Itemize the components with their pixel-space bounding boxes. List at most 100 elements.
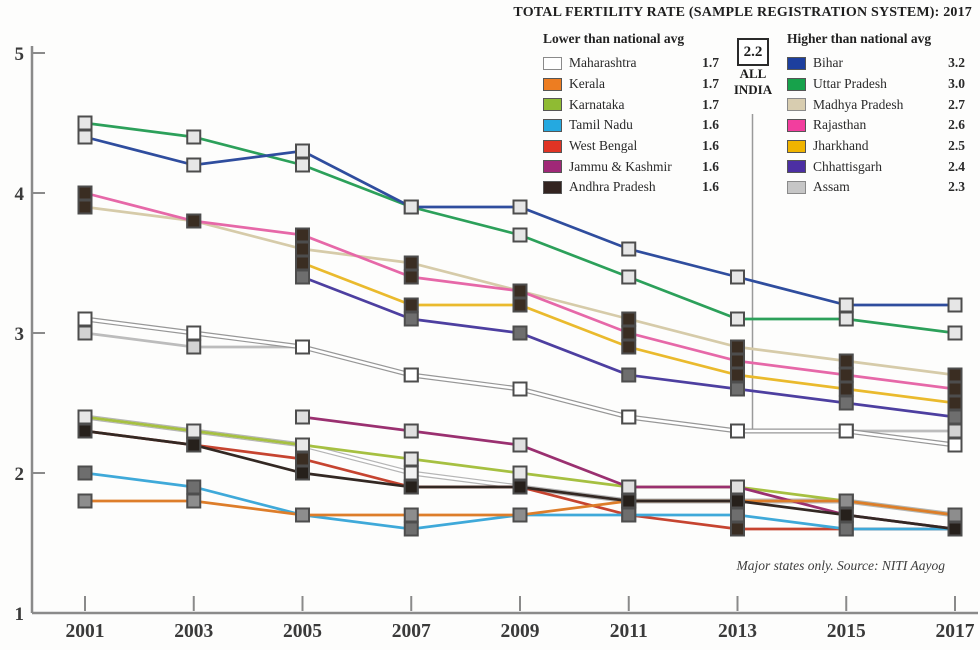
data-marker-uttar-pradesh: [512, 227, 528, 243]
legend-swatch: [543, 77, 562, 91]
data-marker-jharkhand: [512, 297, 528, 313]
data-marker-bihar: [838, 297, 854, 313]
x-tick-label: 2007: [392, 621, 431, 642]
data-marker-andhra-pradesh: [295, 465, 310, 481]
legend-item-andhra-pradesh: Andhra Pradesh 1.6: [543, 177, 719, 198]
legend-state-name: Rajasthan: [813, 117, 867, 133]
data-marker-andhra-pradesh: [403, 479, 419, 495]
legend-state-value: 1.7: [702, 96, 719, 112]
legend-state-name: Madhya Pradesh: [813, 96, 904, 112]
legend-item-chhattisgarh: Chhattisgarh 2.4: [787, 156, 965, 177]
legend-swatch: [543, 98, 562, 112]
data-marker-bihar: [403, 199, 419, 215]
data-marker-all-india: [512, 381, 528, 397]
y-tick-label: 1: [15, 604, 25, 625]
data-marker-karnataka: [186, 423, 202, 439]
legend-item-rajasthan: Rajasthan 2.6: [787, 115, 965, 136]
data-marker-jharkhand: [947, 395, 963, 411]
data-marker-maharashtra: [403, 465, 419, 481]
data-marker-all-india: [295, 339, 310, 355]
data-marker-bihar: [730, 269, 745, 285]
legend-item-jharkhand: Jharkhand 2.5: [787, 136, 965, 157]
data-marker-bihar: [621, 241, 637, 257]
x-tick-label: 2009: [501, 621, 540, 642]
legend-state-value: 1.7: [702, 55, 719, 71]
data-marker-tamil-nadu: [730, 507, 745, 523]
legend-state-name: Bihar: [813, 55, 843, 71]
legend-lower-items: Maharashtra 1.7 Kerala 1.7 Karnataka 1.7 Tamil…: [543, 53, 719, 198]
legend-state-value: 1.6: [702, 179, 719, 195]
data-marker-madhya-pradesh: [730, 339, 745, 355]
data-marker-jammu-kashmir: [403, 423, 419, 439]
data-marker-all-india: [621, 409, 637, 425]
data-marker-rajasthan: [838, 367, 854, 383]
x-tick-label: 2011: [610, 621, 648, 642]
x-tick-label: 2003: [174, 621, 213, 642]
data-marker-assam: [77, 325, 93, 341]
data-marker-rajasthan: [512, 283, 528, 299]
data-marker-all-india: [186, 325, 202, 341]
legend-swatch: [787, 98, 806, 112]
data-marker-kerala: [838, 493, 854, 509]
legend-swatch: [543, 139, 562, 153]
data-marker-chhattisgarh: [512, 325, 528, 341]
data-marker-andhra-pradesh: [186, 437, 202, 453]
data-marker-rajasthan: [186, 213, 202, 229]
legend-item-uttar-pradesh: Uttar Pradesh 3.0: [787, 74, 965, 95]
source-note: Major states only. Source: NITI Aayog: [736, 558, 945, 573]
data-marker-rajasthan: [947, 381, 963, 397]
legend-state-value: 2.7: [948, 96, 965, 112]
data-marker-andhra-pradesh: [838, 507, 854, 523]
data-marker-jammu-kashmir: [295, 409, 310, 425]
legend-swatch: [543, 56, 562, 70]
data-marker-assam: [186, 339, 202, 355]
y-tick-label: 5: [15, 44, 25, 65]
data-marker-uttar-pradesh: [295, 157, 310, 173]
y-tick-label: 2: [15, 464, 25, 485]
data-marker-bihar: [295, 143, 310, 159]
legend-swatch: [787, 77, 806, 91]
legend-state-value: 1.6: [702, 138, 719, 154]
data-marker-west-bengal: [730, 521, 745, 537]
data-marker-all-india: [403, 367, 419, 383]
legend-state-name: Jharkhand: [813, 138, 869, 154]
data-marker-andhra-pradesh: [77, 423, 93, 439]
data-marker-kerala: [77, 493, 93, 509]
legend-swatch: [787, 118, 806, 132]
data-marker-bihar: [77, 129, 93, 145]
legend-state-value: 3.2: [948, 55, 965, 71]
data-marker-madhya-pradesh: [947, 367, 963, 383]
data-marker-chhattisgarh: [295, 269, 310, 285]
data-marker-jharkhand: [295, 255, 310, 271]
data-marker-rajasthan: [295, 227, 310, 243]
legend-swatch: [787, 56, 806, 70]
data-marker-madhya-pradesh: [838, 353, 854, 369]
data-marker-uttar-pradesh: [947, 325, 963, 341]
data-marker-madhya-pradesh: [77, 199, 93, 215]
data-marker-bihar: [512, 199, 528, 215]
data-marker-madhya-pradesh: [621, 311, 637, 327]
y-tick-label: 4: [15, 184, 25, 205]
data-marker-tamil-nadu: [838, 521, 854, 537]
legend-state-name: Kerala: [569, 76, 605, 92]
legend-item-karnataka: Karnataka 1.7: [543, 94, 719, 115]
legend-higher-than-avg: Higher than national avg Bihar 3.2 Uttar P…: [787, 31, 965, 198]
legend-item-madhya-pradesh: Madhya Pradesh 2.7: [787, 94, 965, 115]
data-marker-jharkhand: [730, 367, 745, 383]
legend-item-assam: Assam 2.3: [787, 177, 965, 198]
data-marker-uttar-pradesh: [838, 311, 854, 327]
data-marker-andhra-pradesh: [621, 493, 637, 509]
data-marker-karnataka: [77, 409, 93, 425]
data-marker-jharkhand: [621, 339, 637, 355]
x-tick-label: 2017: [936, 621, 975, 642]
data-marker-rajasthan: [621, 325, 637, 341]
legend-higher-items: Bihar 3.2 Uttar Pradesh 3.0 Madhya Pradesh 2.…: [787, 53, 965, 198]
data-marker-andhra-pradesh: [730, 493, 745, 509]
data-marker-jammu-kashmir: [621, 479, 637, 495]
data-marker-bihar: [947, 297, 963, 313]
legend-item-west-bengal: West Bengal 1.6: [543, 136, 719, 157]
data-marker-kerala: [512, 507, 528, 523]
legend-state-value: 2.4: [948, 158, 965, 174]
